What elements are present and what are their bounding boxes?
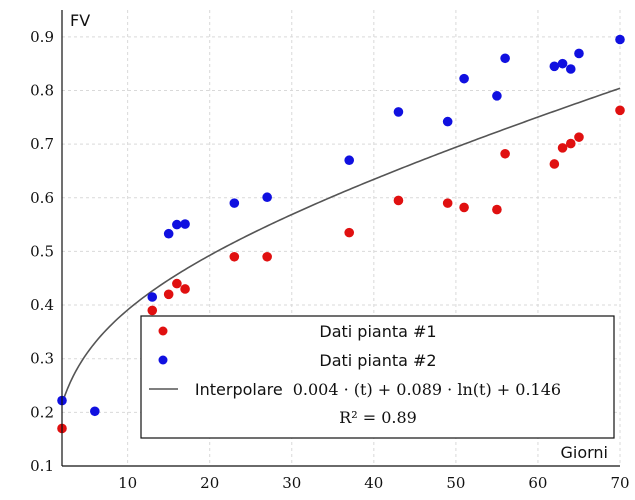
- legend-label-fit: Interpolare 0.004 · (t) + 0.089 · ln(t) …: [195, 380, 561, 399]
- x-tick-label: 70: [610, 474, 629, 492]
- y-tick-label: 0.6: [30, 189, 54, 207]
- series-1-point-12: [500, 148, 510, 159]
- series-2-point-14: [549, 61, 560, 72]
- series-2-point-7: [262, 192, 272, 203]
- y-tick-label: 0.1: [30, 457, 54, 475]
- series-2-point-1: [90, 406, 100, 417]
- series-1-point-9: [442, 198, 453, 208]
- legend-label-series-1: Dati pianta #1: [319, 322, 436, 341]
- x-axis-label: Giorni: [560, 443, 608, 462]
- series-1-point-11: [492, 204, 502, 215]
- y-tick-label: 0.4: [30, 296, 54, 314]
- x-tick-label: 40: [364, 474, 383, 492]
- y-tick-label: 0.8: [30, 81, 54, 99]
- series-2-point-18: [615, 34, 625, 45]
- y-axis-label: FV: [70, 11, 90, 30]
- series-2-point-16: [565, 64, 576, 74]
- x-tick-label: 50: [446, 474, 465, 492]
- y-tick-label: 0.3: [30, 350, 54, 368]
- legend-box: [140, 315, 615, 439]
- x-tick-label: 20: [200, 474, 219, 492]
- series-2-point-2: [147, 292, 158, 302]
- series-2-point-5: [180, 219, 190, 229]
- series-1-point-10: [459, 202, 469, 213]
- series-2-point-3: [163, 228, 174, 239]
- x-tick-label: 60: [528, 474, 547, 492]
- series-1-point-15: [565, 138, 576, 149]
- legend-label-series-2: Dati pianta #2: [319, 351, 436, 370]
- x-tick-label: 30: [282, 474, 301, 492]
- y-tick-labels: 0.1 0.2 0.3 0.4 0.5 0.6 0.7 0.8 0.9: [30, 28, 54, 475]
- series-2-point-9: [393, 107, 404, 117]
- series-1-point-17: [615, 105, 625, 116]
- x-tick-labels: 10 20 30 40 50 60 70: [118, 474, 629, 492]
- legend: Dati pianta #1 Dati pianta #2 Interpolar…: [140, 315, 615, 439]
- series-1-point-5: [229, 251, 240, 262]
- legend-marker-series-1: [158, 326, 168, 336]
- series-1-point-1: [147, 305, 158, 316]
- series-1-point-8: [393, 195, 404, 206]
- y-tick-label: 0.7: [30, 135, 54, 153]
- series-1-point-13: [549, 159, 560, 169]
- series-2-point-17: [574, 48, 584, 59]
- series-1-point-6: [262, 251, 272, 262]
- y-tick-label: 0.2: [30, 403, 54, 421]
- series-1-point-4: [180, 284, 190, 294]
- series-2-point-13: [500, 53, 510, 64]
- fit-curve: [61, 87, 621, 405]
- series-2-point-10: [442, 116, 453, 127]
- y-tick-label: 0.9: [30, 28, 54, 46]
- series-2-point-8: [344, 155, 355, 166]
- series-1-point-14: [557, 143, 568, 153]
- legend-r2: R² = 0.89: [339, 408, 417, 427]
- series-2-point-4: [172, 219, 182, 230]
- series-1-point-2: [163, 289, 174, 300]
- series-1-point-7: [344, 227, 355, 238]
- x-tick-label: 10: [118, 474, 137, 492]
- fit-name: Interpolare: [195, 380, 283, 399]
- series-2-point-12: [492, 91, 502, 101]
- series-1-point-16: [574, 132, 584, 142]
- legend-marker-series-2: [158, 355, 168, 365]
- fit-formula: 0.004 · (t) + 0.089 · ln(t) + 0.146: [293, 380, 561, 399]
- series-2-point-11: [459, 73, 469, 84]
- series-2-point-6: [229, 198, 240, 208]
- y-tick-label: 0.5: [30, 242, 54, 260]
- series-1-point-3: [172, 278, 182, 289]
- series-2-point-15: [557, 58, 568, 69]
